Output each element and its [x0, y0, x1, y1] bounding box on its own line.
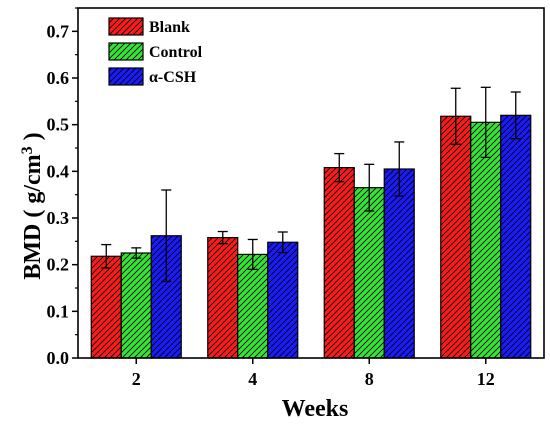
error-bar-Control-week-8	[364, 163, 375, 212]
error-bar-Blank-week-2	[101, 243, 112, 269]
y-axis-title-sup: 3	[19, 146, 36, 154]
y-axis-title-end: )	[20, 132, 46, 146]
error-bar-Blank-week-8	[334, 152, 345, 183]
x-tick-label-2: 2	[132, 369, 141, 389]
error-bar-α-CSH-week-12	[510, 91, 521, 140]
bar-Control-week-12	[470, 121, 502, 359]
y-tick-label-0.6: 0.6	[47, 68, 70, 88]
bar-Control-week-8	[353, 187, 385, 359]
y-axis-title: BMD ( g/cm3 )	[19, 132, 47, 279]
error-bar-Control-week-4	[247, 238, 258, 270]
y-tick-label-0.3: 0.3	[47, 208, 70, 228]
legend-swatch-Blank	[108, 17, 144, 36]
x-tick-label-12: 12	[477, 369, 495, 389]
bar-α-CSH-week-12	[500, 114, 532, 359]
legend-entry-Blank: Blank	[108, 17, 190, 36]
error-bar-Control-week-2	[131, 247, 142, 259]
bar-α-CSH-week-8	[383, 168, 415, 359]
error-bar-α-CSH-week-4	[277, 231, 288, 254]
error-bar-α-CSH-week-2	[161, 189, 172, 283]
error-bar-Blank-week-12	[450, 87, 461, 145]
bar-Blank-week-4	[207, 237, 239, 359]
y-tick-label-0.5: 0.5	[47, 115, 70, 135]
y-tick-label-0.2: 0.2	[47, 255, 70, 275]
legend-label-Control: Control	[149, 44, 203, 61]
bar-Blank-week-12	[440, 115, 472, 359]
y-tick-label-0.7: 0.7	[47, 21, 70, 41]
legend-swatch-Control	[108, 42, 144, 61]
y-tick-label-0.1: 0.1	[47, 301, 70, 321]
y-axis-title-main: BMD ( g/cm	[20, 154, 46, 279]
x-axis-title: Weeks	[282, 396, 349, 422]
bar-Blank-week-2	[90, 255, 122, 359]
x-tick-label-4: 4	[248, 369, 257, 389]
x-tick-label-8: 8	[365, 369, 374, 389]
error-bar-Blank-week-4	[217, 230, 228, 245]
bar-α-CSH-week-4	[267, 241, 299, 359]
plot-frame	[77, 7, 545, 359]
error-bar-Control-week-12	[480, 86, 491, 158]
legend-entry-Control: Control	[108, 42, 203, 61]
error-bar-α-CSH-week-8	[394, 141, 405, 197]
legend-label-α-CSH: α-CSH	[149, 69, 197, 86]
y-tick-label-0.4: 0.4	[47, 161, 70, 181]
bar-Blank-week-8	[323, 167, 355, 359]
legend-entry-α-CSH: α-CSH	[108, 67, 197, 86]
legend-label-Blank: Blank	[149, 19, 190, 36]
bar-Control-week-2	[120, 252, 152, 359]
y-tick-label-0.0: 0.0	[47, 348, 70, 368]
legend-swatch-α-CSH	[108, 67, 144, 86]
